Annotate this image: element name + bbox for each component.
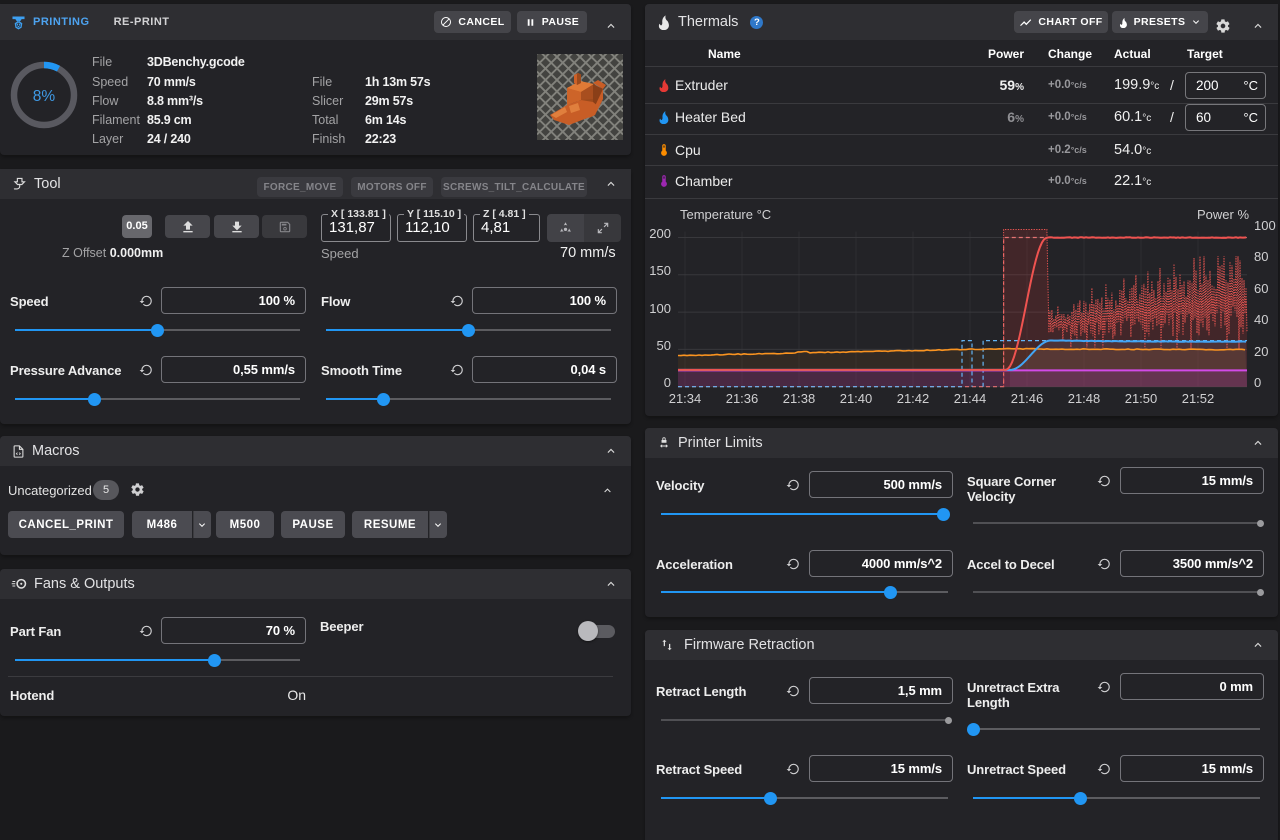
svg-text:8%: 8% [33,88,56,105]
